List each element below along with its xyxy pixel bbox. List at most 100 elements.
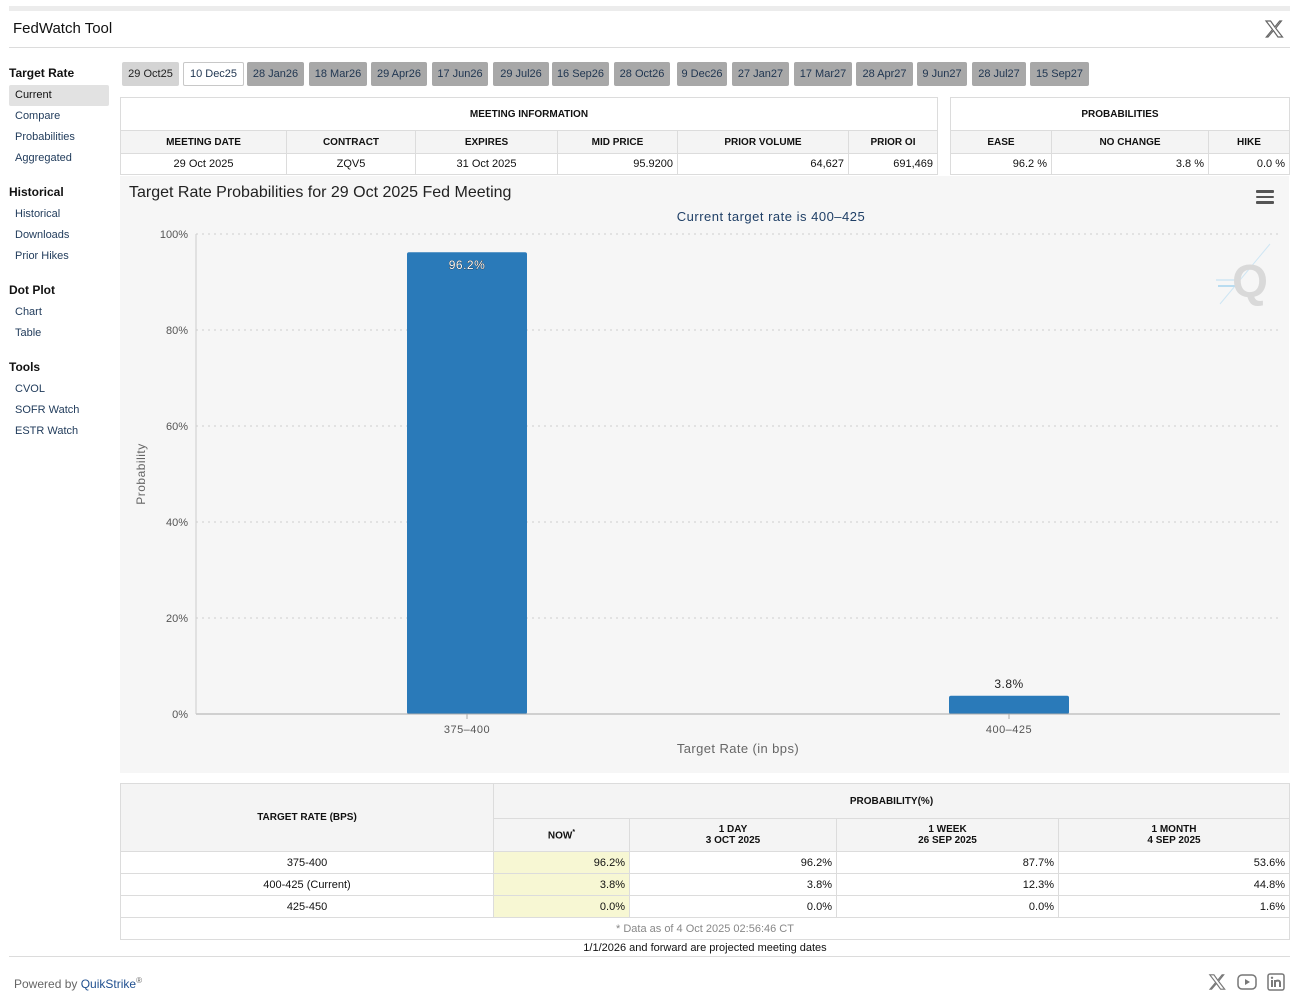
table-row: 29 Oct 2025 ZQV5 31 Oct 2025 95.9200 64,… [120,153,938,175]
column-header: HIKE [1208,130,1290,154]
y-tick-label: 20% [166,613,188,625]
x-tick-label: 375–400 [444,724,490,736]
table-row: 96.2 % 3.8 % 0.0 % [950,153,1290,175]
sidebar-nav: Target Rate Current Compare Probabilitie… [9,60,109,452]
chart-subtitle: Current target rate is 400–425 [677,209,865,224]
prior-oi-cell: 691,469 [848,153,938,175]
probability-bar-chart: 0% 20% 40% 60% 80% 100% 96.2% 375–400 3.8% 400–4… [134,209,1280,756]
sidebar-section-tools: Tools CVOL SOFR Watch ESTR Watch [9,354,109,442]
tab-meeting[interactable]: 9 Dec26 [677,62,727,86]
tab-meeting[interactable]: 27 Jan27 [732,62,789,86]
meeting-date-cell: 29 Oct 2025 [120,153,287,175]
tab-meeting[interactable]: 28 Jan26 [247,62,304,86]
linkedin-icon[interactable] [1267,973,1285,991]
one-day-cell: 96.2% [629,851,837,874]
gridlines: 0% 20% 40% 60% 80% 100% [160,229,1280,721]
sidebar-section-dot-plot: Dot Plot Chart Table [9,277,109,344]
sidebar-item-aggregated[interactable]: Aggregated [15,152,72,164]
expires-cell: 31 Oct 2025 [415,153,558,175]
probabilities-summary-table: PROBABILITIES EASE NO CHANGE HIKE 96.2 %… [950,97,1290,175]
x-social-icon[interactable] [1208,973,1226,991]
one-month-header: 1 MONTH 4 SEP 2025 [1058,818,1290,852]
column-header: EASE [950,130,1052,154]
tab-meeting[interactable]: 17 Jun26 [432,62,488,86]
contract-cell: ZQV5 [286,153,416,175]
social-links [1202,973,1285,996]
bar-data-label: 96.2% [449,258,486,272]
probability-header: PROBABILITY(%) [493,783,1290,819]
tab-meeting[interactable]: 15 Sep27 [1030,62,1089,86]
tab-meeting[interactable]: 10 Dec25 [183,62,244,86]
app-title: FedWatch Tool [13,20,113,37]
now-cell: 96.2% [493,851,630,874]
mid-price-cell: 95.9200 [557,153,678,175]
sidebar-item-table[interactable]: Table [15,327,42,339]
y-tick-label: 60% [166,421,188,433]
q-watermark-icon: Q [1216,243,1271,307]
y-axis-title: Probability [134,443,148,505]
sidebar-item-prior-hikes[interactable]: Prior Hikes [15,250,69,262]
column-header: MEETING DATE [120,130,287,154]
tab-meeting[interactable]: 29 Oct25 [122,62,179,86]
sidebar-item-probabilities[interactable]: Probabilities [15,131,75,143]
one-week-header: 1 WEEK 26 SEP 2025 [836,818,1059,852]
table-row: 375-400 96.2% 96.2% 87.7% 53.6% [120,851,1290,874]
one-month-cell: 1.6% [1058,895,1290,918]
tab-meeting[interactable]: 29 Jul26 [493,62,549,86]
probabilities-caption: PROBABILITIES [950,97,1290,131]
sidebar-section-title: Tools [9,360,41,374]
column-header: EXPIRES [415,130,558,154]
x-axis-title: Target Rate (in bps) [677,741,799,756]
svg-text:Q: Q [1232,255,1268,307]
sidebar-section-title: Target Rate [9,66,75,80]
sidebar-item-cvol[interactable]: CVOL [15,383,45,395]
one-week-cell: 0.0% [836,895,1059,918]
meeting-info-caption: MEETING INFORMATION [120,97,938,131]
tab-meeting[interactable]: 28 Jul27 [972,62,1026,86]
target-rate-cell: 375-400 [120,851,494,874]
app-header: FedWatch Tool [9,11,1290,48]
target-rate-cell: 400-425 (Current) [120,873,494,896]
bar [949,695,1069,714]
no-change-cell: 3.8 % [1051,153,1209,175]
youtube-icon[interactable] [1236,973,1257,991]
tab-meeting[interactable]: 16 Sep26 [552,62,609,86]
sidebar-item-estr-watch[interactable]: ESTR Watch [15,425,79,437]
sidebar-section-title: Dot Plot [9,283,55,297]
sidebar-item-chart[interactable]: Chart [15,306,42,318]
projected-dates-footnote: 1/1/2026 and forward are projected meeti… [583,942,827,954]
chart-menu-icon[interactable] [1256,190,1274,204]
data-timestamp-note: * Data as of 4 Oct 2025 02:56:46 CT [120,917,1290,940]
column-header: CONTRACT [286,130,416,154]
now-cell: 0.0% [493,895,630,918]
sidebar-item-current[interactable]: Current [9,85,109,106]
tab-meeting[interactable]: 17 Mar27 [794,62,852,86]
prior-volume-cell: 64,627 [677,153,849,175]
tab-meeting[interactable]: 28 Apr27 [856,62,913,86]
ease-cell: 96.2 % [950,153,1052,175]
sidebar-item-sofr-watch[interactable]: SOFR Watch [15,404,80,416]
hike-cell: 0.0 % [1208,153,1290,175]
sidebar-item-downloads[interactable]: Downloads [15,229,70,241]
tab-meeting[interactable]: 29 Apr26 [371,62,427,86]
target-rate-cell: 425-450 [120,895,494,918]
column-header: NO CHANGE [1051,130,1209,154]
tab-meeting[interactable]: 9 Jun27 [917,62,967,86]
top-strip [9,6,1290,11]
one-week-cell: 12.3% [836,873,1059,896]
x-share-icon[interactable] [1264,19,1284,39]
tab-meeting[interactable]: 28 Oct26 [614,62,670,86]
meeting-information-table: MEETING INFORMATION MEETING DATE CONTRAC… [120,97,938,175]
one-day-cell: 0.0% [629,895,837,918]
sidebar-item-historical[interactable]: Historical [15,208,61,220]
sidebar-section-title: Historical [9,185,64,199]
y-tick-label: 100% [160,229,188,241]
bar-data-label: 3.8% [994,677,1023,691]
quikstrike-link[interactable]: QuikStrike [80,977,137,991]
chart-panel: 0% 20% 40% 60% 80% 100% 96.2% 375–400 3.8% 400–4… [120,176,1289,773]
sidebar-item-compare[interactable]: Compare [15,110,61,122]
tab-meeting[interactable]: 18 Mar26 [309,62,367,86]
y-tick-label: 0% [172,709,188,721]
one-day-cell: 3.8% [629,873,837,896]
powered-by: Powered by QuikStrike® [14,976,142,991]
